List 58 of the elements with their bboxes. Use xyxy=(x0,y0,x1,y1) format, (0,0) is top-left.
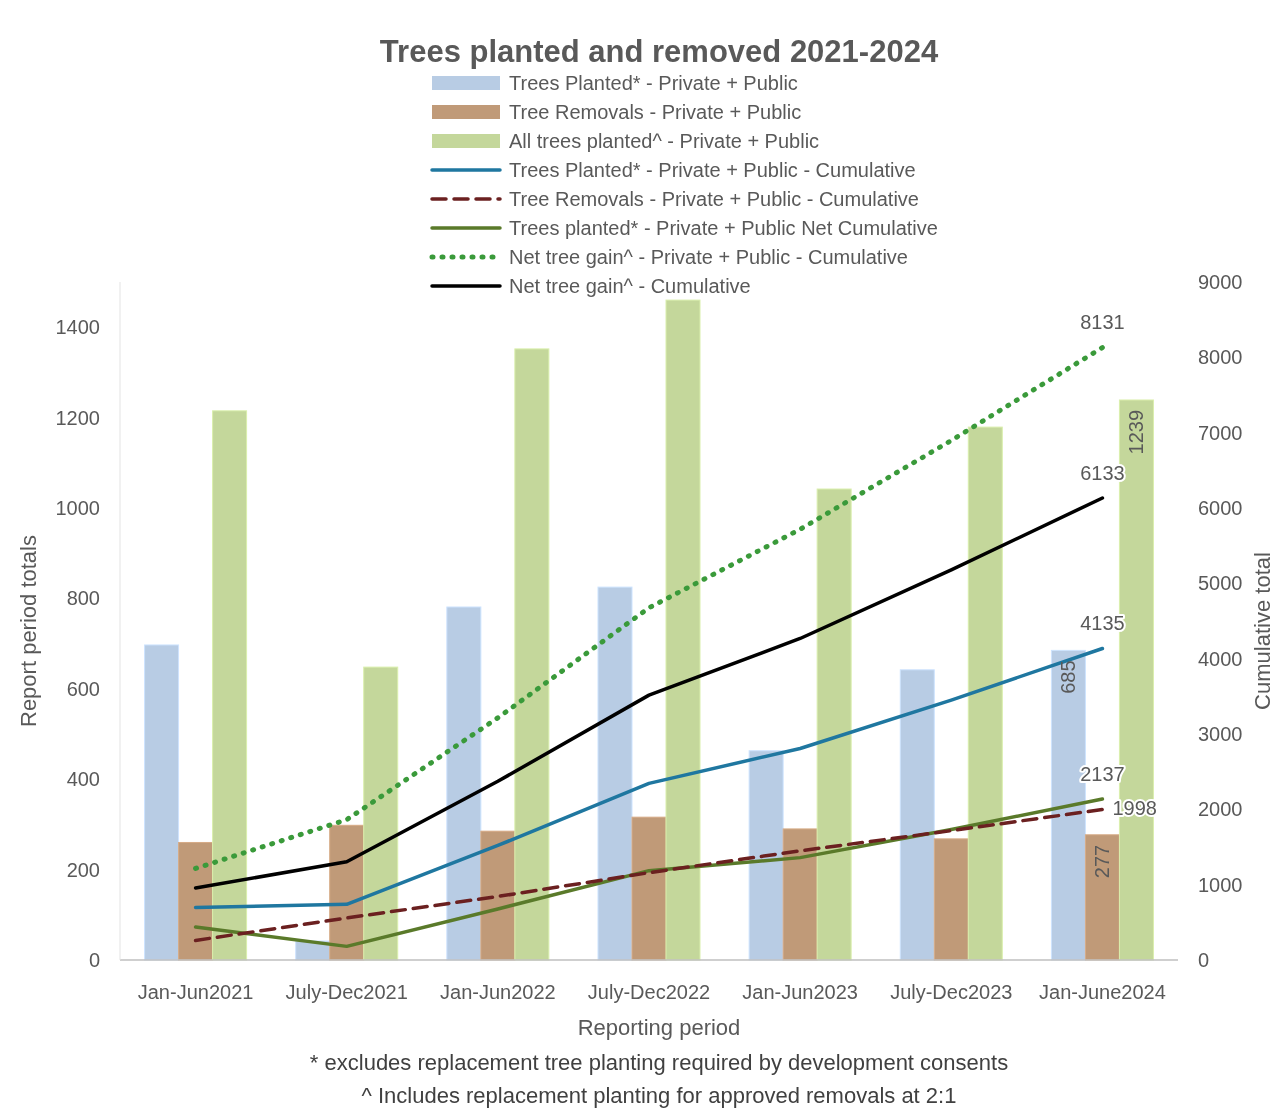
bar xyxy=(363,666,399,961)
y-tick-label: 1000 xyxy=(55,497,100,519)
bar xyxy=(1084,834,1120,961)
y2-tick-label: 6000 xyxy=(1198,497,1243,519)
text: * excludes replacement tree planting required by development consents xyxy=(309,1050,1009,1075)
x-tick-label: July-Dec2021 xyxy=(285,981,408,1003)
y2-tick-label: 7000 xyxy=(1198,421,1243,444)
bar xyxy=(631,816,667,961)
y2-tick-label: 5000 xyxy=(1198,572,1243,595)
y2-tick-label: 8000 xyxy=(1198,346,1243,369)
bar xyxy=(446,606,482,961)
y-tick-label: 1200 xyxy=(55,406,100,429)
x-tick-label: Jan-Jun2021 xyxy=(137,981,254,1003)
bar xyxy=(144,644,180,961)
y2-tick-label: 3000 xyxy=(1198,723,1243,745)
bar xyxy=(933,838,969,961)
data-label: 685 xyxy=(1057,660,1080,694)
y-tick-label: 1400 xyxy=(55,316,100,339)
bar xyxy=(816,488,852,961)
bar xyxy=(782,828,818,961)
bar xyxy=(514,348,550,961)
x-tick-label: July-Dec2023 xyxy=(890,981,1013,1003)
bar xyxy=(899,669,935,961)
legend-label: All trees planted^ - Private + Public xyxy=(509,130,820,152)
legend-label: Tree Removals - Private + Public xyxy=(509,101,802,123)
x-axis-title: Reporting period xyxy=(577,1015,741,1040)
bar xyxy=(665,299,701,961)
bar xyxy=(597,586,633,961)
bar xyxy=(967,426,1003,961)
x-tick-label: July-Dec2022 xyxy=(587,981,711,1003)
legend-label: Trees Planted* - Private + Public xyxy=(509,72,798,94)
y2-tick-label: 9000 xyxy=(1198,271,1243,293)
chart-title: Trees planted and removed 2021-2024 xyxy=(379,34,939,69)
y-tick-label: 0 xyxy=(88,949,100,971)
y-tick-label: 200 xyxy=(66,858,100,881)
legend-label: Net tree gain^ - Cumulative xyxy=(509,275,751,297)
y2-tick-label: 0 xyxy=(1198,949,1210,971)
legend-label: Tree Removals - Private + Public - Cumulative xyxy=(509,188,919,210)
data-label: 1239 xyxy=(1125,409,1148,455)
y2-axis-title: Cumulative total xyxy=(1250,552,1275,710)
y-tick-label: 600 xyxy=(66,677,100,700)
legend-label: Net tree gain^ - Private + Public - Cumulative xyxy=(509,246,908,268)
data-label: 277 xyxy=(1091,844,1114,879)
y-tick-label: 400 xyxy=(66,768,100,791)
bar xyxy=(748,750,784,961)
legend-label: Trees planted* - Private + Public Net Cumulative xyxy=(509,217,938,239)
y2-tick-label: 4000 xyxy=(1198,647,1243,670)
data-label: 8131 xyxy=(1080,311,1125,334)
x-tick-label: Jan-Jun2023 xyxy=(742,981,858,1003)
legend-label: Trees Planted* - Private + Public - Cumulative xyxy=(509,159,916,181)
text: ^ Includes replacement planting for approved removals at 2:1 xyxy=(361,1083,957,1108)
y2-tick-label: 1000 xyxy=(1198,873,1243,896)
x-tick-label: Jan-June2024 xyxy=(1039,981,1166,1003)
bar xyxy=(212,410,248,961)
y-axis-title: Report period totals xyxy=(16,535,41,727)
y2-tick-label: 2000 xyxy=(1198,798,1243,821)
y-tick-label: 800 xyxy=(66,587,100,610)
x-tick-label: Jan-Jun2022 xyxy=(440,981,556,1003)
